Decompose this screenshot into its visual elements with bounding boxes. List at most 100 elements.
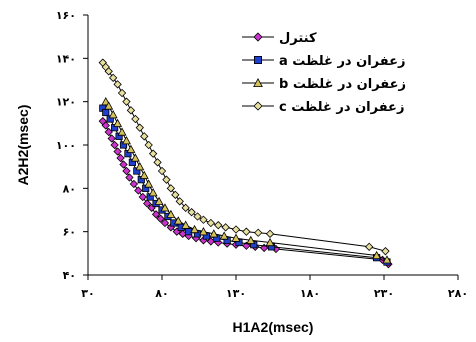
data-point: [104, 67, 113, 76]
data-point: [209, 229, 219, 238]
data-point: [131, 114, 140, 124]
data-point: [134, 186, 143, 195]
x-tick-label: ۲۳۰: [374, 287, 394, 300]
legend-marker: [253, 56, 262, 65]
data-point: [135, 123, 144, 132]
data-point: [148, 149, 158, 158]
data-point: [156, 214, 165, 223]
x-tick-label: ۸۰: [155, 287, 168, 300]
data-point: [381, 247, 390, 256]
series-1: [99, 104, 391, 266]
x-tick-label: ۱۳۰: [226, 287, 246, 300]
data-point: [231, 225, 241, 234]
y-tick-label: ۱۶۰: [56, 9, 76, 22]
legend-item: زعفران در غلظت a: [242, 54, 406, 69]
data-point: [181, 203, 190, 212]
series-3: [98, 58, 390, 256]
legend-marker: [253, 77, 263, 87]
data-point: [162, 175, 171, 184]
y-axis-ticks: ۴۰ ۶۰ ۸۰ ۱۰۰ ۱۲۰ ۱۴۰ ۱۶۰: [56, 9, 88, 282]
data-point: [110, 140, 119, 150]
data-point: [193, 212, 202, 221]
y-tick-label: ۴۰: [63, 269, 76, 282]
data-point: [101, 97, 111, 106]
legend-label: زعفران در غلظت b: [279, 77, 406, 92]
data-point: [148, 188, 158, 197]
data-point: [190, 224, 200, 234]
data-point: [214, 221, 223, 230]
data-point: [175, 197, 184, 206]
data-point: [144, 179, 154, 188]
x-tick-label: ۱۸۰: [300, 287, 320, 300]
data-point: [171, 190, 180, 199]
y-tick-label: ۶۰: [63, 226, 76, 239]
data-point: [153, 158, 162, 167]
legend-marker: [253, 101, 263, 111]
data-point: [254, 228, 263, 237]
legend-item: زعفران در غلظت c: [242, 100, 404, 115]
data-point: [139, 170, 149, 179]
data-point: [119, 160, 128, 169]
data-point: [113, 80, 122, 89]
data-point: [154, 196, 164, 205]
data-point: [101, 121, 110, 130]
y-tick-label: ۱۰۰: [56, 139, 76, 152]
data-point: [265, 237, 275, 247]
data-point: [104, 101, 114, 110]
y-tick-label: ۱۲۰: [56, 96, 76, 109]
series-2: [101, 97, 392, 264]
legend-label: زعفران در غلظت a: [279, 54, 406, 69]
series-layer: [98, 58, 393, 269]
data-point: [166, 209, 176, 218]
data-point: [187, 208, 196, 217]
legend-label: زعفران در غلظت c: [279, 100, 404, 115]
data-point: [166, 184, 176, 193]
x-axis-title: H1A2(msec): [233, 319, 314, 335]
x-tick-label: ۲۸۰: [448, 287, 468, 300]
legend-label: کنترل: [279, 31, 317, 46]
data-point: [116, 153, 125, 163]
data-point: [117, 127, 127, 136]
data-point: [129, 179, 139, 189]
data-point: [231, 233, 241, 242]
data-point: [173, 216, 183, 225]
data-point: [206, 218, 216, 228]
data-point: [219, 231, 229, 240]
data-point: [181, 220, 191, 229]
data-point: [198, 227, 208, 236]
data-point: [135, 162, 145, 171]
data-point: [113, 118, 123, 127]
y-tick-label: ۸۰: [63, 182, 76, 195]
data-point: [107, 134, 116, 143]
y-axis-title: A2H2(msec): [15, 105, 31, 186]
data-point: [108, 73, 118, 82]
data-point: [122, 97, 131, 106]
data-point: [372, 250, 382, 260]
legend: کنترل زعفران در غلظت a زعفران در غلظت b زعف…: [242, 31, 406, 115]
data-point: [108, 110, 118, 119]
data-point: [138, 192, 147, 202]
data-point: [382, 255, 392, 264]
legend-item: زعفران در غلظت b: [242, 77, 406, 92]
data-point: [117, 88, 127, 98]
data-point: [102, 108, 110, 117]
series-0: [98, 117, 393, 269]
data-point: [140, 132, 149, 141]
data-point: [144, 140, 153, 150]
x-tick-label: ۳۰: [81, 287, 94, 300]
data-point: [157, 166, 167, 176]
data-point: [113, 147, 122, 156]
data-point: [221, 223, 230, 232]
data-point: [125, 173, 134, 182]
legend-item: کنترل: [242, 31, 317, 46]
data-point: [126, 106, 136, 115]
data-point: [246, 235, 256, 244]
data-point: [122, 166, 131, 176]
data-point: [365, 242, 374, 251]
data-point: [130, 153, 140, 162]
data-point: [160, 203, 170, 212]
data-point: [143, 199, 152, 208]
data-point: [126, 144, 136, 153]
data-point: [122, 136, 131, 145]
